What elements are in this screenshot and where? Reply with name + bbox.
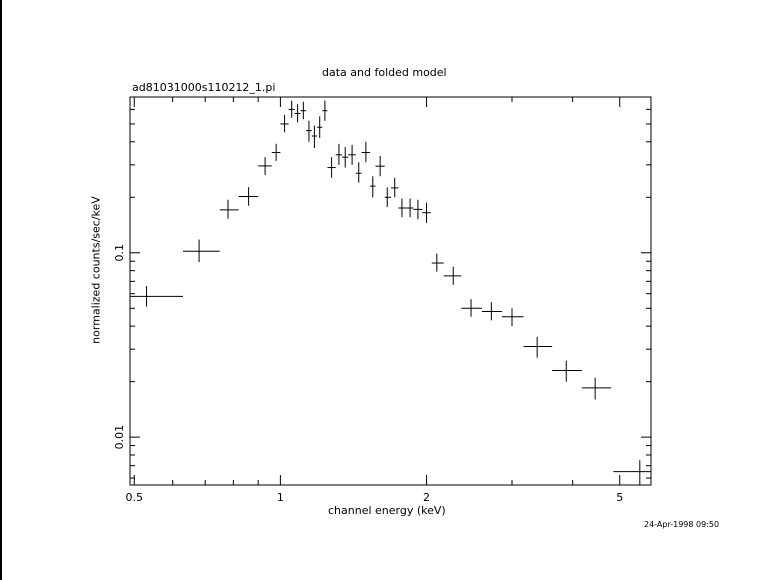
data-point [300, 101, 307, 120]
data-point [501, 308, 524, 327]
data-point [523, 336, 553, 358]
data-point [361, 141, 371, 163]
data-point [375, 156, 385, 177]
data-point [238, 187, 259, 206]
data-point [327, 157, 336, 178]
data-point [443, 266, 462, 285]
chart-subtitle: ad81031000s110212_1.pi [132, 81, 276, 94]
data-point [271, 143, 281, 161]
x-axis-label: channel energy (keV) [328, 504, 446, 517]
data-point [306, 120, 312, 142]
data-point [461, 299, 482, 317]
data-point [422, 202, 431, 224]
data-point [182, 239, 220, 263]
timestamp: 24-Apr-1998 09:50 [644, 520, 720, 529]
x-tick-label: 2 [423, 491, 430, 504]
data-point [280, 114, 289, 133]
data-point [581, 377, 612, 400]
data-point [613, 460, 651, 485]
data-point [552, 360, 582, 382]
data-point [391, 177, 399, 198]
window-left-edge [0, 0, 2, 580]
data-point [370, 176, 376, 198]
x-tick-label: 0.5 [126, 491, 144, 504]
plot-frame [129, 96, 652, 486]
x-tick-label: 1 [277, 491, 284, 504]
data-point [342, 146, 349, 168]
data-point [130, 286, 183, 307]
data-point [384, 187, 392, 208]
y-tick-label: 0.1 [113, 244, 126, 262]
data-point [398, 198, 407, 218]
data-point [288, 100, 295, 118]
data-point [431, 253, 444, 272]
data-point [219, 199, 239, 219]
data-point [258, 157, 272, 176]
data-point [311, 125, 318, 149]
data-point [406, 198, 414, 218]
x-tick-label: 5 [616, 491, 623, 504]
data-point [322, 100, 328, 121]
chart-title: data and folded model [322, 66, 447, 79]
data-point [481, 302, 502, 321]
data-point [413, 199, 423, 220]
y-tick-label: 0.01 [113, 425, 126, 450]
data-point [317, 116, 323, 138]
data-point [355, 162, 362, 183]
data-point [294, 104, 301, 123]
data-point [348, 144, 356, 165]
data-point [335, 143, 343, 165]
